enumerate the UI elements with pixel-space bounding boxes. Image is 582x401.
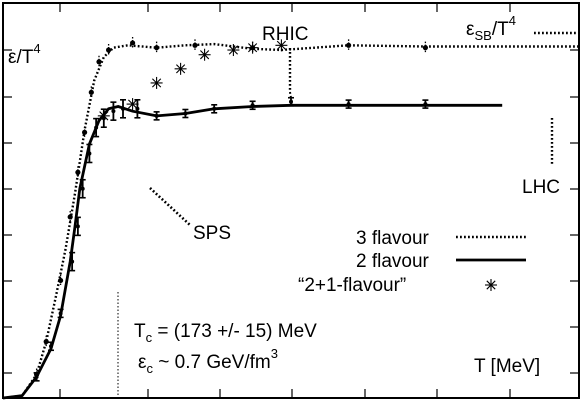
series-2plus1-point-2 — [150, 76, 163, 89]
x-axis-label: T [MeV] — [474, 356, 540, 377]
ec-text: εc ~ 0.7 GeV/fm3 — [138, 346, 278, 376]
series-2flavour-point-9 — [111, 109, 116, 114]
tc-text: Tc = (173 +/- 15) MeV — [134, 321, 317, 345]
series-3flavour-line — [2, 42, 579, 400]
series-2flavour-point-10 — [121, 106, 125, 111]
series-2flavour-point-5 — [80, 186, 85, 191]
series-2flavour-point-4 — [75, 224, 80, 229]
series-2plus1-point-1 — [126, 98, 139, 111]
rhic-label: RHIC — [262, 24, 308, 45]
series-2flavour-point-7 — [94, 125, 99, 130]
lhc-label: LHC — [522, 177, 560, 198]
legend-sample-2plus1 — [485, 279, 497, 291]
series-2flavour-point-15 — [250, 103, 255, 108]
series-2plus1-point-5 — [227, 44, 240, 57]
series-2plus1-point-7 — [275, 39, 288, 52]
series-2flavour-point-2 — [58, 311, 63, 316]
series-3flavour-point-3 — [67, 214, 73, 220]
series-2flavour-point-12 — [154, 113, 159, 118]
series-3flavour-point-5 — [82, 129, 88, 135]
legend: 3 flavour 2 flavour “2+1-flavour” — [298, 228, 430, 296]
series-2flavour-point-18 — [423, 102, 428, 107]
legend-label-3flavour: 3 flavour — [356, 228, 430, 249]
eps-sb-label: εSB/T4 — [466, 13, 516, 43]
series-2flavour-point-1 — [49, 344, 53, 349]
series-2plus1-point-4 — [198, 48, 211, 61]
y-axis-label: ε/T4 — [8, 41, 41, 68]
series-2flavour-point-6 — [87, 151, 92, 156]
series-2flavour-point-17 — [346, 102, 351, 107]
series-2flavour-point-14 — [212, 106, 217, 111]
series-2flavour-point-3 — [70, 259, 75, 264]
series-2plus1-point-3 — [174, 62, 187, 75]
legend-label-2flavour: 2 flavour — [356, 251, 430, 272]
sps-marker-line — [149, 187, 191, 226]
series-3flavour-point-4 — [75, 169, 81, 175]
series-2flavour-point-0 — [34, 374, 39, 379]
series-2plus1-point-0 — [97, 109, 110, 122]
legend-label-2plus1: “2+1-flavour” — [298, 275, 406, 296]
sps-label: SPS — [193, 223, 231, 244]
series-2plus1-point-6 — [246, 41, 259, 54]
series-2flavour-line — [2, 103, 503, 400]
series-2flavour-point-13 — [183, 111, 188, 116]
